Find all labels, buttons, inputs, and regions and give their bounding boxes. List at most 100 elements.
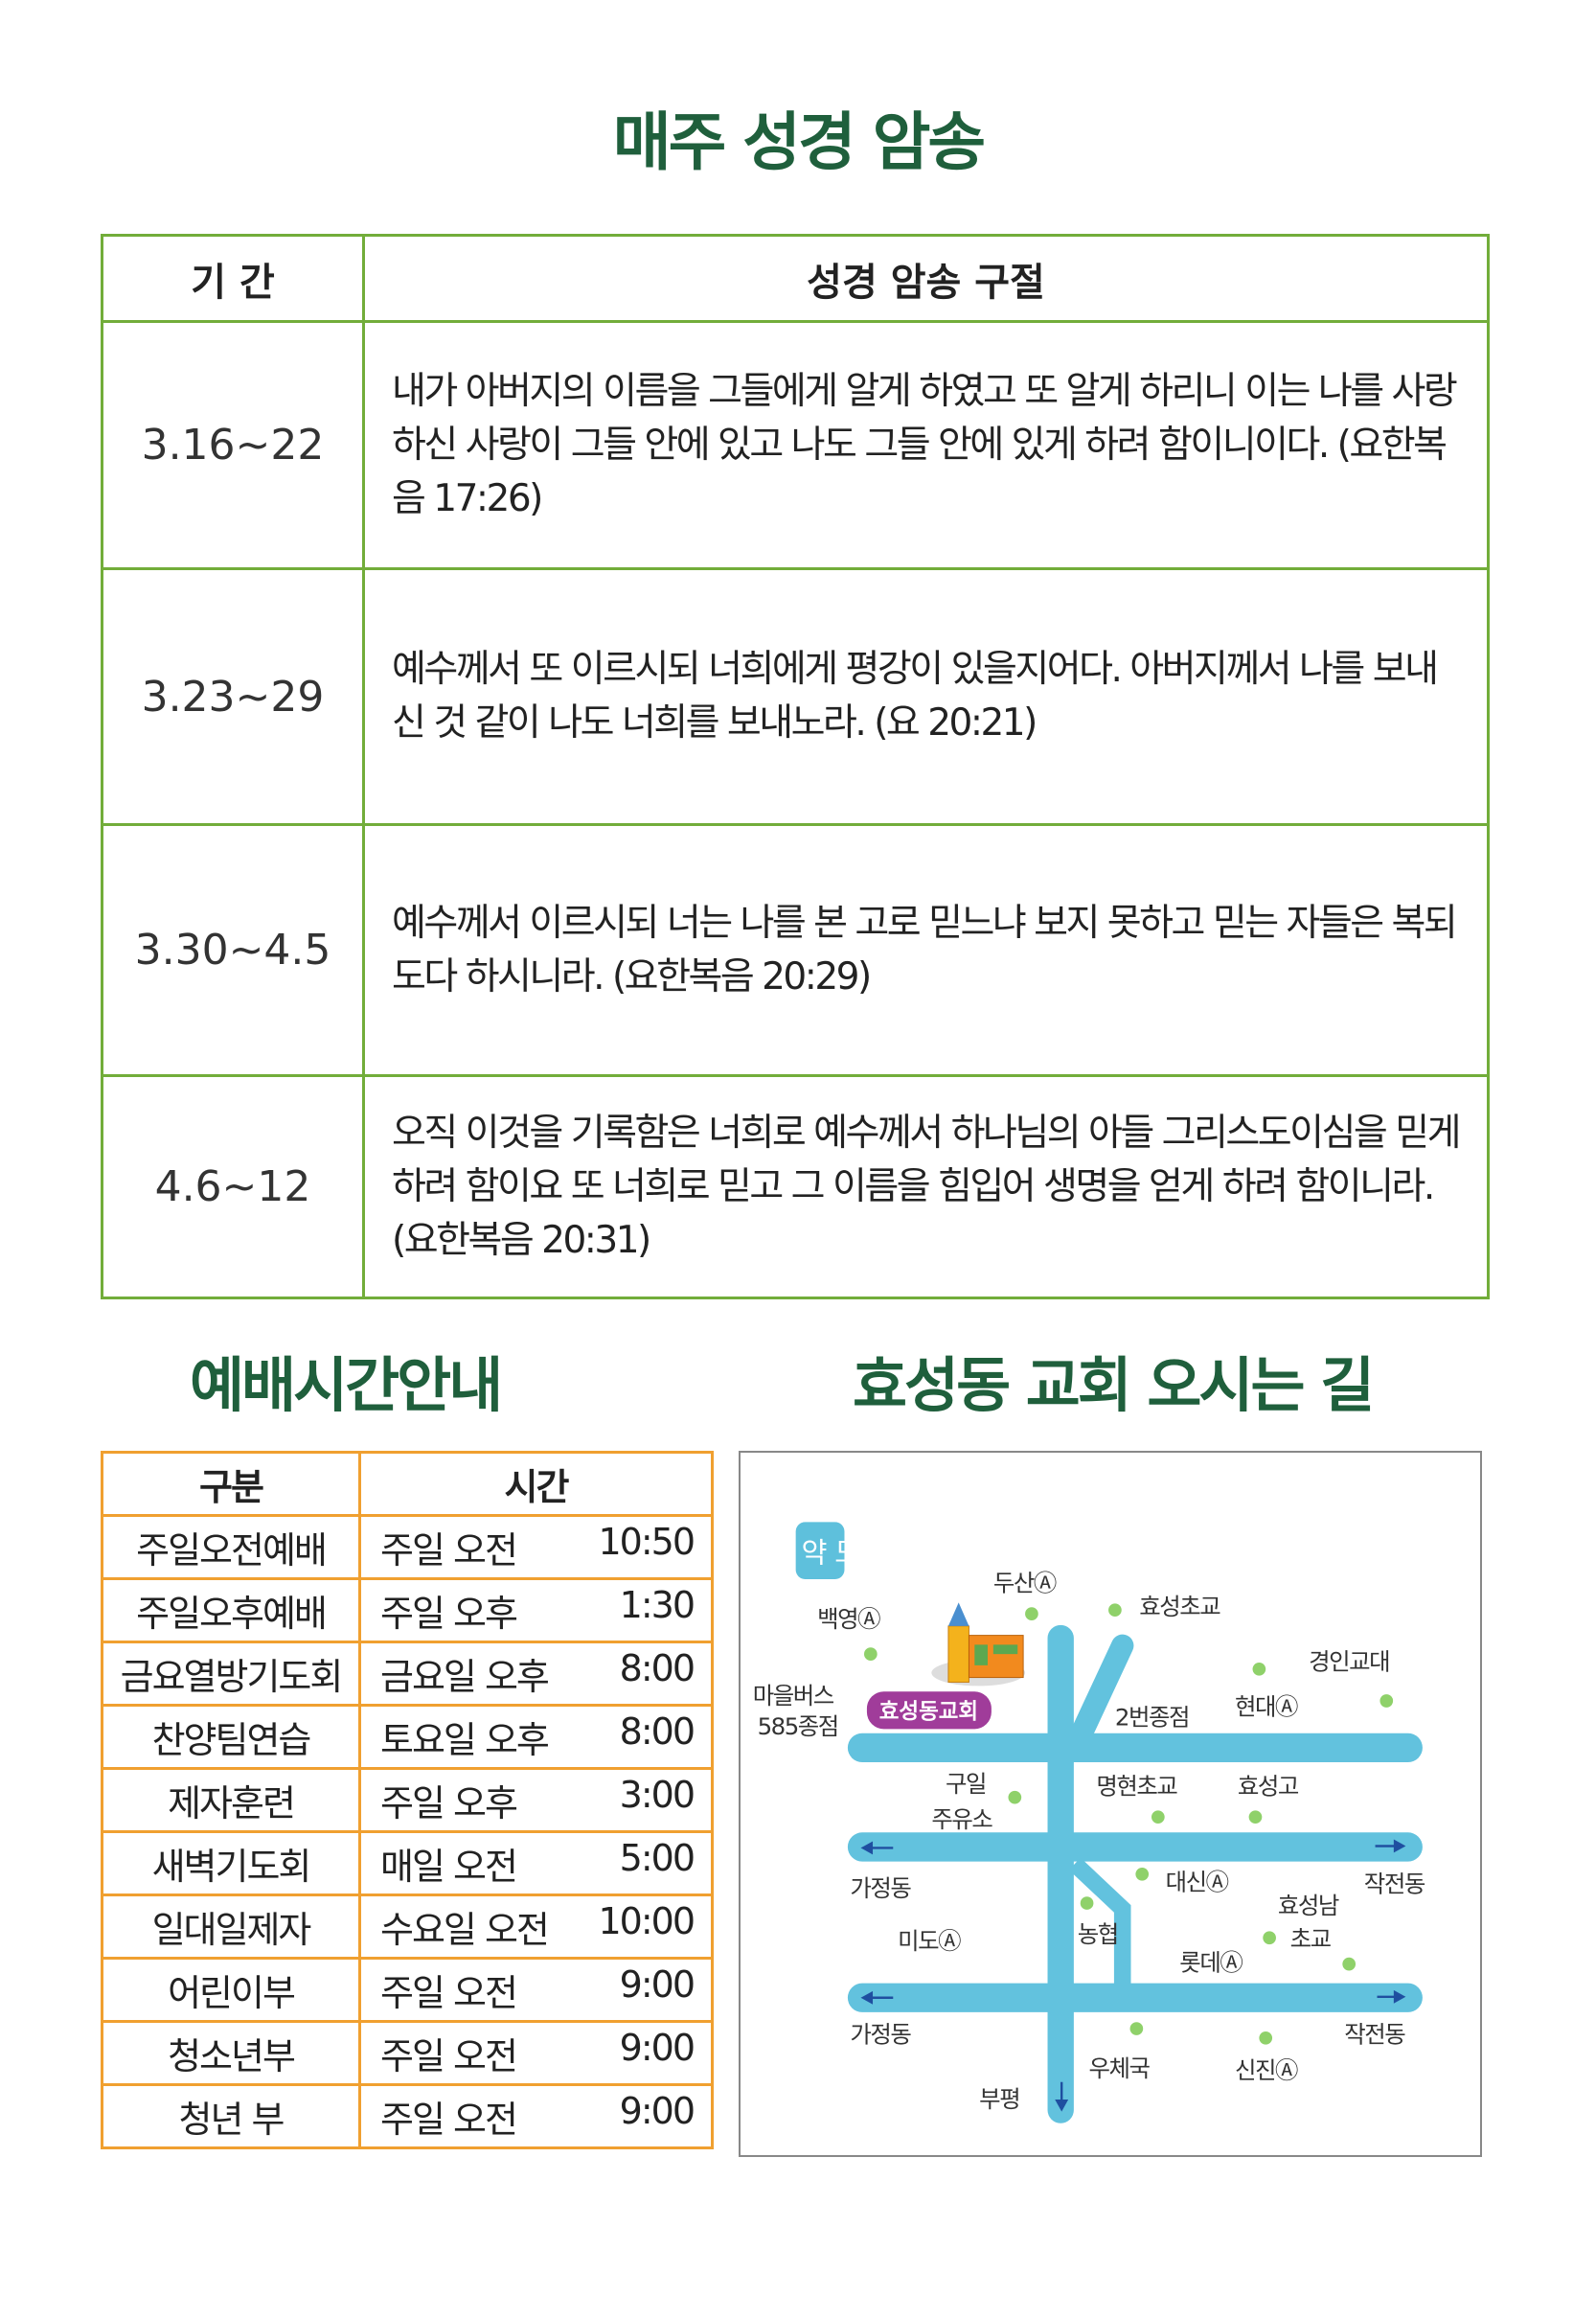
landmark-dot — [1080, 1896, 1094, 1910]
time-text: 9:00 — [619, 1963, 695, 2006]
map-label: 부평 — [979, 2085, 1019, 2113]
time-text: 10:50 — [598, 1521, 695, 1563]
map-label: 농협 — [1078, 1920, 1118, 1948]
map-label: 구일 — [946, 1770, 986, 1798]
map-label: 효성초교 — [1139, 1593, 1220, 1620]
category-cell: 금요열방기도회 — [101, 1641, 361, 1707]
church-icon — [931, 1602, 1026, 1687]
map-label: 현대Ⓐ — [1235, 1693, 1298, 1721]
map-logo-text: 약도 — [802, 1536, 869, 1569]
time-cell: 금요일 오후 8:00 — [380, 1647, 695, 1700]
time-text: 9:00 — [619, 2027, 695, 2069]
time-cell: 수요일 오전 10:00 — [380, 1900, 695, 1953]
verse-cell: 예수께서 이르시되 너는 나를 본 고로 믿느냐 보지 못하고 믿는 자들은 복… — [362, 823, 1490, 1077]
table-header-row: 기 간 성경 암송 구절 — [101, 234, 1490, 323]
time-text: 8:00 — [619, 1710, 695, 1753]
landmark-dot — [1259, 2031, 1273, 2045]
time-cell: 주일 오후 3:00 — [380, 1774, 695, 1826]
page-title: 매주 성경 암송 — [612, 105, 986, 179]
category-cell: 주일오후예배 — [101, 1577, 361, 1643]
table-row: 청년 부 주일 오전 9:00 — [101, 2083, 714, 2149]
arrow-right-icon — [1377, 1989, 1406, 2004]
time-cell: 매일 오전 5:00 — [380, 1837, 695, 1890]
category-cell: 새벽기도회 — [101, 1830, 361, 1896]
day-text: 토요일 오후 — [380, 1719, 550, 1761]
verse-cell: 내가 아버지의 이름을 그들에게 알게 하였고 또 알게 하리니 이는 나를 사… — [362, 320, 1490, 570]
worship-times-title: 예배시간안내 — [190, 1350, 503, 1420]
day-text: 주일 오전 — [380, 2099, 518, 2141]
time-text: 3:00 — [619, 1774, 695, 1816]
day-text: 수요일 오전 — [380, 1909, 550, 1951]
landmark-dot — [1129, 2022, 1144, 2035]
table-row: 어린이부 주일 오전 9:00 — [101, 1957, 714, 2023]
landmark-dot — [1342, 1957, 1357, 1971]
directions-map: 약도 효성동교회 두산Ⓐ 효성초교 백영Ⓐ 경인교대 마을버스 585종점 2번종점 현대Ⓐ 구… — [739, 1451, 1482, 2157]
roads — [847, 1624, 1423, 2123]
arrow-left-icon — [860, 1990, 894, 2005]
landmark-dot — [1252, 1662, 1266, 1676]
map-label: 가정동 — [850, 2021, 911, 2049]
header-time: 시간 — [358, 1451, 714, 1517]
verse-cell: 예수께서 또 이르시되 너희에게 평강이 있을지어다. 아버지께서 나를 보내신… — [362, 567, 1490, 826]
day-text: 주일 오전 — [380, 2035, 518, 2077]
table-row: 주일오전예배 주일 오전 10:50 — [101, 1514, 714, 1580]
header-category: 구분 — [101, 1451, 361, 1517]
time-cell: 토요일 오후 8:00 — [380, 1710, 695, 1763]
map-label: 백영Ⓐ — [817, 1605, 880, 1633]
table-row: 3.16~22 내가 아버지의 이름을 그들에게 알게 하였고 또 알게 하리니… — [101, 320, 1490, 570]
table-header-row: 구분 시간 — [101, 1451, 714, 1517]
road-diagonal-north — [1071, 1634, 1134, 1742]
period-cell: 3.16~22 — [101, 320, 365, 570]
map-label: 미도Ⓐ — [898, 1927, 961, 1955]
table-row: 찬양팀연습 토요일 오후 8:00 — [101, 1704, 714, 1770]
time-cell: 주일 오전 9:00 — [380, 2027, 695, 2079]
time-cell: 주일 오전 9:00 — [380, 2090, 695, 2143]
category-cell: 일대일제자 — [101, 1893, 361, 1960]
landmark-dot — [1379, 1694, 1394, 1708]
map-label: 대신Ⓐ — [1166, 1868, 1229, 1895]
verse-cell: 오직 이것을 기록함은 너희로 예수께서 하나님의 아들 그리스도이심을 믿게 … — [362, 1074, 1490, 1299]
time-cell: 주일 오후 1:30 — [380, 1584, 695, 1637]
map-label: 롯데Ⓐ — [1179, 1948, 1243, 1976]
period-cell: 3.23~29 — [101, 567, 365, 826]
category-cell: 청소년부 — [101, 2020, 361, 2086]
day-text: 주일 오후 — [380, 1593, 518, 1635]
map-logo: 약도 — [795, 1522, 869, 1579]
category-cell: 청년 부 — [101, 2083, 361, 2149]
landmark-dot — [1108, 1603, 1122, 1618]
day-text: 주일 오후 — [380, 1782, 518, 1825]
directions-title: 효성동 교회 오시는 길 — [853, 1350, 1375, 1420]
church-label-pill: 효성동교회 — [866, 1691, 992, 1730]
map-label: 주유소 — [931, 1805, 992, 1833]
day-text: 주일 오전 — [380, 1529, 518, 1572]
time-text: 8:00 — [619, 1647, 695, 1689]
arrows — [860, 1839, 1406, 2112]
arrow-right-icon — [1375, 1839, 1406, 1853]
landmark-dot — [1248, 1810, 1263, 1825]
table-row: 제자훈련 주일 오후 3:00 — [101, 1767, 714, 1833]
map-label: 585종점 — [758, 1712, 838, 1740]
map-label: 경인교대 — [1309, 1648, 1389, 1676]
arrow-down-icon — [1055, 2081, 1069, 2112]
landmark-dot — [1025, 1607, 1038, 1620]
verse-table: 기 간 성경 암송 구절 3.16~22 내가 아버지의 이름을 그들에게 알게… — [101, 234, 1490, 1299]
category-cell: 주일오전예배 — [101, 1514, 361, 1580]
map-label: 마을버스 — [753, 1682, 834, 1710]
map-label: 신진Ⓐ — [1235, 2056, 1298, 2084]
table-row: 4.6~12 오직 이것을 기록함은 너희로 예수께서 하나님의 아들 그리스도… — [101, 1074, 1490, 1299]
landmark-dot — [1263, 1931, 1276, 1945]
landmark-dot — [1008, 1790, 1022, 1804]
map-label: 효성남 — [1278, 1892, 1339, 1919]
church-label: 효성동교회 — [879, 1700, 978, 1725]
map-label: 가정동 — [850, 1874, 911, 1902]
map-label: 초교 — [1290, 1925, 1332, 1953]
arrow-left-icon — [860, 1841, 894, 1855]
day-text: 매일 오전 — [380, 1846, 518, 1888]
map-label: 작전동 — [1344, 2021, 1405, 2049]
landmark-dot — [1135, 1867, 1150, 1881]
day-text: 금요일 오후 — [380, 1656, 550, 1698]
time-text: 9:00 — [619, 2090, 695, 2132]
time-cell: 주일 오전 10:50 — [380, 1521, 695, 1573]
